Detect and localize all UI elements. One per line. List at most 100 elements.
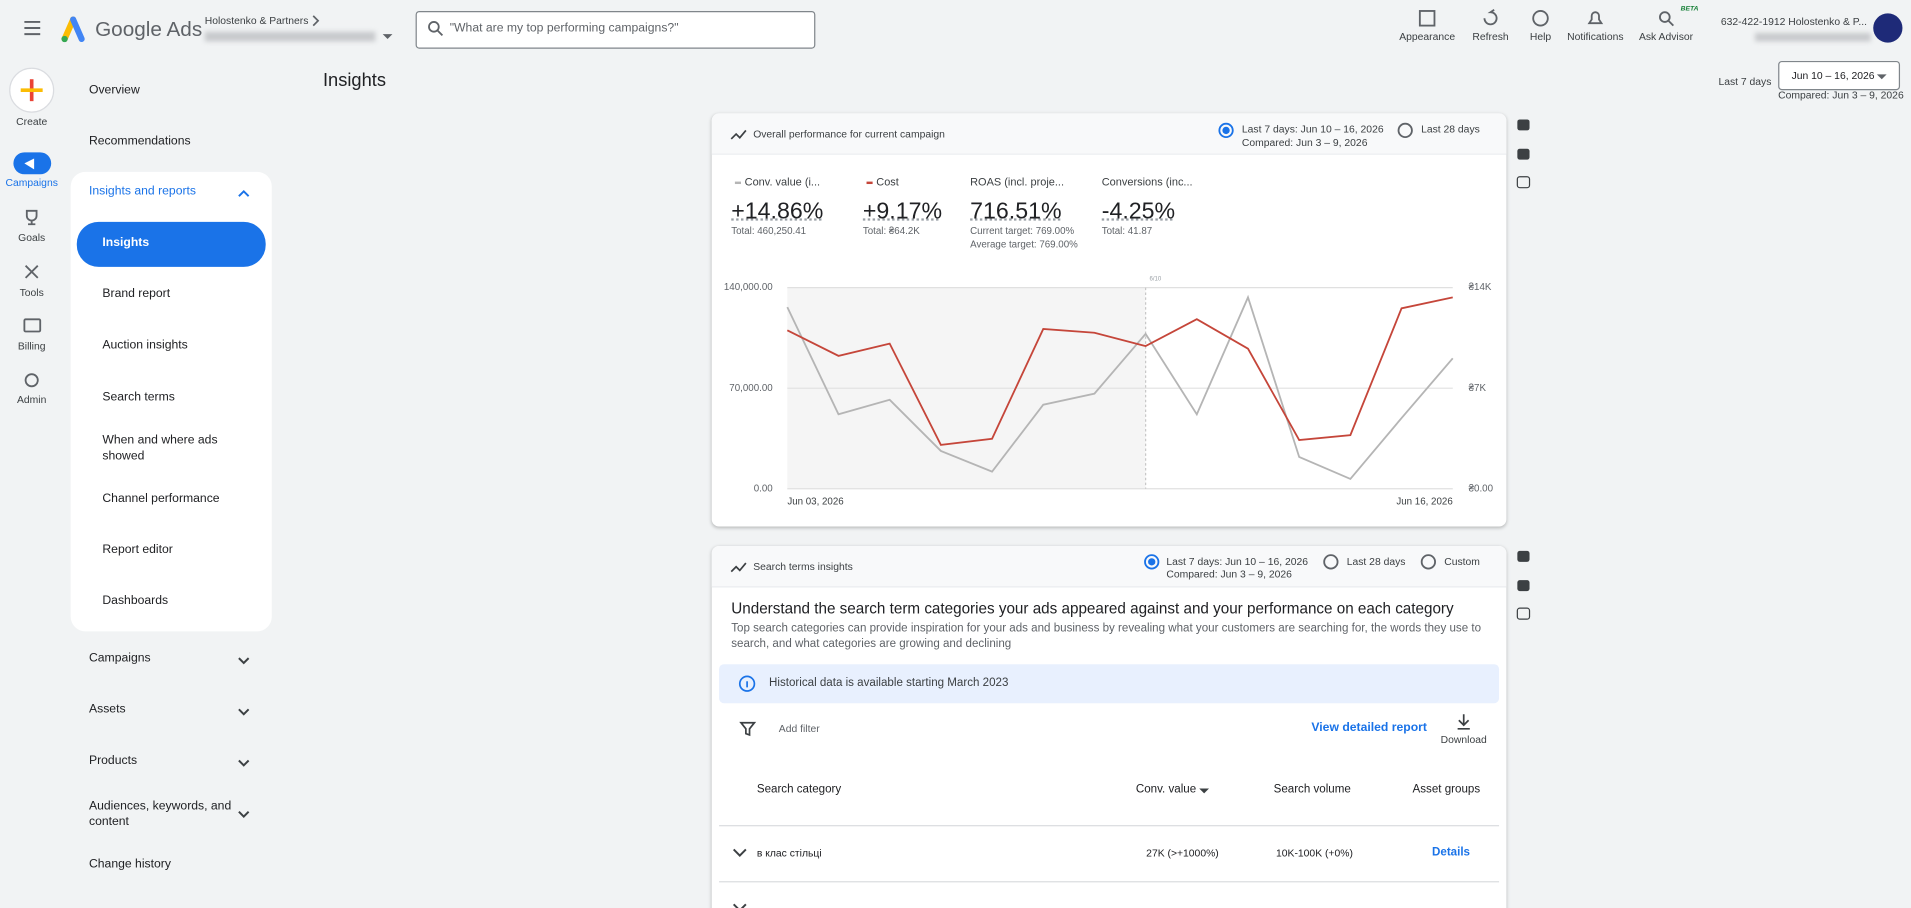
menu-icon[interactable] <box>24 20 41 36</box>
add-filter[interactable]: Add filter <box>778 722 820 735</box>
legend-swatch <box>866 181 873 185</box>
column-header[interactable]: Asset groups <box>1412 782 1481 796</box>
header-action[interactable]: Help <box>1529 30 1552 43</box>
metric-value: +9.17% <box>862 198 943 225</box>
nav-item[interactable]: Recommendations <box>88 134 191 149</box>
rail-icons[interactable] <box>23 209 42 388</box>
nav-item[interactable]: Channel performance <box>102 492 220 506</box>
nav-item[interactable]: Search terms <box>102 390 175 405</box>
card-title: Search terms insights <box>753 560 853 573</box>
series-line <box>786 296 1453 446</box>
compared-range: Compared: Jun 3 – 9, 2026 <box>1778 88 1904 101</box>
series-line <box>786 294 1454 481</box>
header-action[interactable]: Appearance <box>1399 30 1456 43</box>
x-tick-label: Jun 03, 2026 <box>787 497 843 508</box>
notice-box <box>719 664 1500 704</box>
search-terms-card <box>711 546 1507 908</box>
nav-group[interactable]: Assets <box>88 702 126 717</box>
card-title: Overall performance for current campaign <box>753 127 945 140</box>
sort-arrow[interactable] <box>1199 788 1209 794</box>
cell: в клас стільці <box>756 846 822 859</box>
dropdown-arrow[interactable] <box>382 34 393 39</box>
radio-label[interactable]: Last 7 days: Jun 10 – 16, 2026 <box>1241 122 1384 135</box>
metric-name[interactable]: ROAS (incl. proje... <box>970 175 1065 189</box>
download-icon[interactable] <box>1457 714 1470 730</box>
section-heading: Understand the search term categories yo… <box>731 599 1454 617</box>
nav-item[interactable]: When and where ads showed <box>102 433 218 464</box>
radio-label[interactable]: Last 28 days <box>1346 555 1406 568</box>
radio-label[interactable]: Custom <box>1444 555 1480 568</box>
expand-row[interactable] <box>732 903 747 908</box>
radio-label[interactable]: Last 7 days: Jun 10 – 16, 2026 <box>1166 555 1309 568</box>
page-title: Insights <box>322 70 386 91</box>
search-placeholder[interactable]: "What are my top performing campaigns?" <box>449 21 679 36</box>
nav-group[interactable]: Products <box>88 754 138 768</box>
metric-name[interactable]: Conversions (inc... <box>1101 175 1193 189</box>
column-header[interactable]: Search volume <box>1273 782 1351 796</box>
legend-entry[interactable]: Conv. value (i... <box>744 175 821 189</box>
download-label[interactable]: Download <box>1440 733 1487 746</box>
radio-label[interactable]: Last 28 days <box>1421 122 1480 135</box>
nav-group[interactable]: Audiences, keywords, and content <box>88 799 232 829</box>
campaign-icon <box>24 158 35 170</box>
nav-section[interactable]: Insights and reports <box>88 184 197 199</box>
header-action[interactable]: Refresh <box>1472 30 1509 43</box>
rail-item[interactable]: Create <box>16 115 48 128</box>
y2-tick-label: ₴14K <box>1469 282 1492 293</box>
header-action[interactable]: Ask Advisor <box>1638 30 1694 43</box>
chevron-up[interactable] <box>238 189 250 197</box>
dropdown-arrow[interactable] <box>1876 74 1887 80</box>
row-divider <box>719 881 1500 883</box>
cell: 27K (>+1000%) <box>1146 846 1219 859</box>
nav-item[interactable]: Brand report <box>102 287 171 301</box>
column-header[interactable]: Conv. value <box>1135 782 1197 796</box>
rail-item[interactable]: Admin <box>17 393 47 406</box>
chevron-down[interactable] <box>238 657 250 818</box>
metric-note: Average target: 769.00% <box>970 238 1078 250</box>
nav-item[interactable]: Dashboards <box>102 594 169 608</box>
account-blur <box>204 31 376 42</box>
date-range[interactable]: Jun 10 – 16, 2026 <box>1791 69 1875 82</box>
nav-item[interactable]: Insights <box>102 236 150 250</box>
metric-value: +14.86% <box>731 198 824 225</box>
filter-icon[interactable] <box>739 721 757 737</box>
nav-item[interactable]: Change history <box>88 857 171 872</box>
row-divider <box>719 825 1500 827</box>
trend-icons <box>730 129 747 573</box>
rail-item[interactable]: Tools <box>19 286 44 299</box>
nav-item[interactable]: Report editor <box>102 543 173 557</box>
column-header[interactable]: Search category <box>756 782 842 796</box>
radios[interactable] <box>1144 122 1436 570</box>
metric-note: Total: ₴64.2K <box>862 225 920 237</box>
notice-text: Historical data is available starting Ma… <box>769 676 1009 690</box>
search-box[interactable] <box>415 10 816 49</box>
details-link[interactable]: Details <box>1432 845 1471 860</box>
nav-selected[interactable] <box>76 221 266 267</box>
legend-entry[interactable]: Cost <box>876 175 899 189</box>
info-icon <box>738 675 756 692</box>
header-icons[interactable] <box>1418 8 1674 27</box>
view-report-link[interactable]: View detailed report <box>1311 721 1427 735</box>
avatar[interactable] <box>1873 13 1903 43</box>
header-action[interactable]: Notifications <box>1567 30 1624 43</box>
y-tick-label: 70,000.00 <box>729 383 773 394</box>
y2-tick-label: ₴7K <box>1469 383 1487 394</box>
annotation: 6/10 <box>1149 276 1161 283</box>
rail-item[interactable]: Campaigns <box>5 176 58 189</box>
expand-row[interactable] <box>732 848 747 857</box>
account-id[interactable]: 632-422-1912 Holostenko & P... <box>1720 15 1867 28</box>
legend-swatch <box>734 181 741 185</box>
radio-sublabel: Compared: Jun 3 – 9, 2026 <box>1241 136 1368 149</box>
metric-value: -4.25% <box>1101 198 1176 225</box>
account-name[interactable]: Holostenko & Partners <box>204 14 309 27</box>
y-tick-label: 0.00 <box>754 483 774 494</box>
nav-item[interactable]: Auction insights <box>102 338 188 352</box>
nav-item[interactable]: Overview <box>88 83 140 98</box>
feedback-icons[interactable] <box>1516 119 1531 620</box>
nav-group[interactable]: Campaigns <box>88 651 151 666</box>
rail-item[interactable]: Goals <box>18 231 46 244</box>
account-blur <box>1755 32 1871 42</box>
rail-item[interactable]: Billing <box>17 339 46 352</box>
